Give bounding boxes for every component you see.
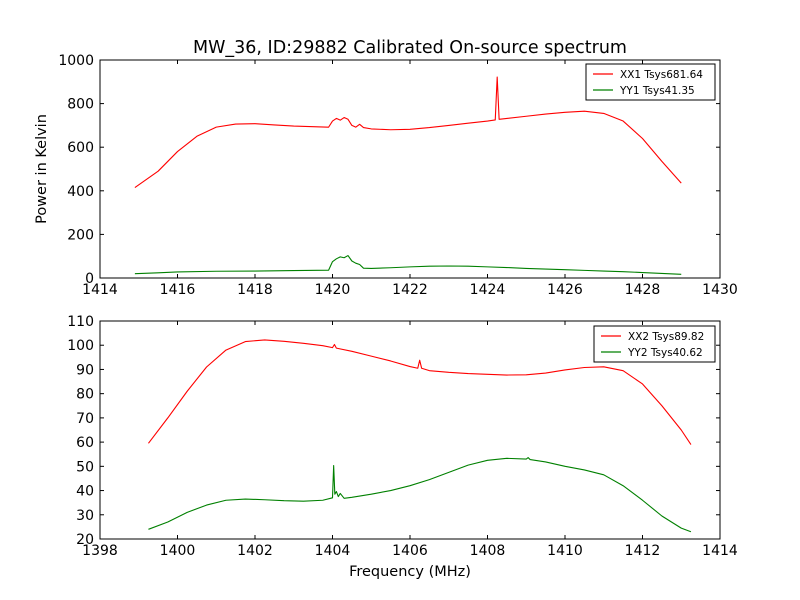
upper-y-tick-label: 800 [67,97,94,113]
lower-y-tick-label: 30 [76,508,94,524]
upper-y-tick-label: 200 [67,227,94,243]
lower-x-tick-label: 1400 [160,543,196,559]
lower-series-line-1 [148,339,692,445]
figure-title: MW_36, ID:29882 Calibrated On-source spe… [193,38,627,58]
upper-series-line-1 [134,76,682,188]
upper-y-tick-label: 0 [85,271,94,287]
upper-x-tick-label: 1430 [702,282,738,298]
upper-x-tick-label: 1420 [315,282,351,298]
lower-y-tick-label: 40 [76,484,94,500]
lower-y-tick-label: 110 [67,314,94,330]
lower-y-tick-label: 70 [76,411,94,427]
lower-series-line-2 [148,457,692,533]
upper-x-tick-label: 1424 [470,282,506,298]
lower-x-tick-label: 1410 [547,543,583,559]
lower-x-tick-label: 1408 [470,543,506,559]
lower-y-tick-label: 50 [76,459,94,475]
lower-y-tick-label: 80 [76,387,94,403]
lower-x-tick-label: 1406 [392,543,428,559]
lower-panel: 1398 1400 1402 1404 1406 1408 1410 1412 1414 20 30… [67,314,738,580]
upper-legend-label-2: YY1 Tsys41.35 [619,85,695,97]
lower-x-tick-label: 1404 [315,543,351,559]
lower-x-tick-label: 1412 [625,543,661,559]
lower-x-tick-label: 1402 [237,543,273,559]
upper-y-tick-label: 600 [67,140,94,156]
upper-x-tick-label: 1422 [392,282,428,298]
upper-x-tick-label: 1418 [237,282,273,298]
upper-x-tick-label: 1426 [547,282,583,298]
lower-x-tick-label: 1398 [82,543,118,559]
upper-x-tick-label: 1416 [160,282,196,298]
lower-x-tick-label: 1414 [702,543,738,559]
upper-y-tick-label: 1000 [58,53,94,69]
lower-y-tick-label: 100 [67,338,94,354]
upper-panel: 1414 1416 1418 1420 1422 1424 1426 1428 1430 0 200… [34,53,738,298]
upper-y-tick-label: 400 [67,184,94,200]
lower-legend-box [593,325,716,363]
lower-y-tick-label: 90 [76,362,94,378]
lower-legend-label-2: YY2 Tsys40.62 [627,347,703,359]
upper-legend-box [585,63,716,101]
upper-legend-label-1: XX1 Tsys681.64 [620,69,703,81]
upper-y-axis-label: Power in Kelvin [34,114,50,224]
upper-x-tick-label: 1414 [82,282,118,298]
lower-y-tick-label: 60 [76,435,94,451]
lower-legend-label-1: XX2 Tsys89.82 [628,331,704,343]
upper-x-tick-label: 1428 [625,282,661,298]
lower-x-axis-label: Frequency (MHz) [349,564,471,580]
lower-y-tick-label: 20 [76,532,94,548]
upper-series-line-2 [134,255,682,275]
